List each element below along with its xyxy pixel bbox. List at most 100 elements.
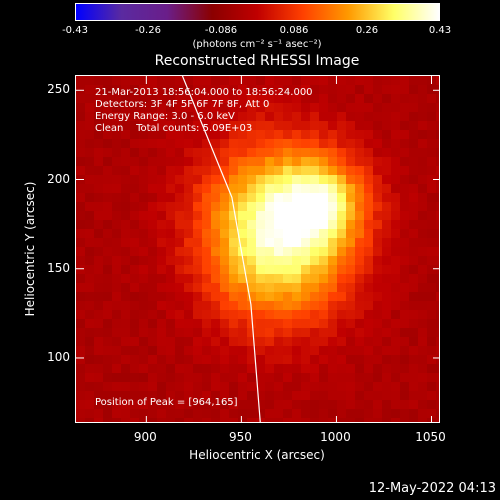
heatmap-cell xyxy=(337,319,346,328)
heatmap-cell xyxy=(166,202,175,211)
heatmap-cell xyxy=(238,373,247,382)
heatmap-cell xyxy=(229,220,238,229)
heatmap-cell xyxy=(274,355,283,364)
heatmap-cell xyxy=(364,202,373,211)
heatmap-cell xyxy=(400,175,409,184)
heatmap-cell xyxy=(346,355,355,364)
heatmap-cell xyxy=(292,301,301,310)
heatmap-cell xyxy=(256,373,265,382)
heatmap-cell xyxy=(310,346,319,355)
heatmap-cell xyxy=(184,130,193,139)
heatmap-cell xyxy=(427,319,436,328)
heatmap-cell xyxy=(364,409,373,418)
heatmap-cell xyxy=(274,202,283,211)
heatmap-cell xyxy=(184,238,193,247)
heatmap-cell xyxy=(85,103,94,112)
heatmap-cell xyxy=(436,157,439,166)
heatmap-cell xyxy=(292,373,301,382)
heatmap-cell xyxy=(337,364,346,373)
heatmap-cell xyxy=(220,193,229,202)
heatmap-cell xyxy=(337,400,346,409)
heatmap-cell xyxy=(76,202,85,211)
heatmap-cell xyxy=(409,229,418,238)
heatmap-cell xyxy=(427,256,436,265)
heatmap-cell xyxy=(373,337,382,346)
heatmap-cell xyxy=(130,148,139,157)
colorbar-units: (photons cm⁻² s⁻¹ asec⁻²) xyxy=(192,39,322,50)
heatmap-cell xyxy=(193,247,202,256)
heatmap-cell xyxy=(220,220,229,229)
heatmap-cell xyxy=(328,247,337,256)
heatmap-cell xyxy=(265,229,274,238)
heatmap-cell xyxy=(346,76,355,85)
heatmap-cell xyxy=(238,211,247,220)
heatmap-cell xyxy=(85,364,94,373)
heatmap-cell xyxy=(283,382,292,391)
heatmap-cell xyxy=(103,166,112,175)
heatmap-cell xyxy=(148,103,157,112)
heatmap-cell xyxy=(85,337,94,346)
heatmap-cell xyxy=(121,85,130,94)
heatmap-cell xyxy=(400,337,409,346)
heatmap-cell xyxy=(94,85,103,94)
heatmap-cell xyxy=(103,409,112,418)
heatmap-cell xyxy=(391,373,400,382)
heatmap-cell xyxy=(310,193,319,202)
heatmap-cell xyxy=(391,130,400,139)
heatmap-cell xyxy=(166,328,175,337)
heatmap-cell xyxy=(364,175,373,184)
heatmap-cell xyxy=(328,274,337,283)
heatmap-cell xyxy=(265,94,274,103)
heatmap-cell xyxy=(94,148,103,157)
heatmap-cell xyxy=(85,373,94,382)
heatmap-cell xyxy=(319,337,328,346)
heatmap-cell xyxy=(409,256,418,265)
heatmap-cell xyxy=(211,373,220,382)
heatmap-cell xyxy=(391,409,400,418)
heatmap-cell xyxy=(364,130,373,139)
heatmap-cell xyxy=(319,94,328,103)
heatmap-cell xyxy=(283,418,292,422)
heatmap-cell xyxy=(130,301,139,310)
heatmap-cell xyxy=(202,157,211,166)
heatmap-cell xyxy=(175,166,184,175)
heatmap-cell xyxy=(256,175,265,184)
heatmap-cell xyxy=(94,76,103,85)
heatmap-cell xyxy=(157,130,166,139)
heatmap-cell xyxy=(130,193,139,202)
heatmap-cell xyxy=(175,346,184,355)
heatmap-cell xyxy=(301,364,310,373)
heatmap-cell xyxy=(436,364,439,373)
heatmap-cell xyxy=(202,247,211,256)
heatmap-cell xyxy=(238,103,247,112)
heatmap-cell xyxy=(166,355,175,364)
heatmap-cell xyxy=(94,337,103,346)
heatmap-cell xyxy=(229,319,238,328)
heatmap-cell xyxy=(157,337,166,346)
heatmap-cell xyxy=(103,355,112,364)
heatmap-cell xyxy=(211,310,220,319)
heatmap-cell xyxy=(400,400,409,409)
heatmap-cell xyxy=(373,283,382,292)
heatmap-cell xyxy=(157,301,166,310)
heatmap-cell xyxy=(418,256,427,265)
heatmap-cell xyxy=(400,76,409,85)
heatmap-cell xyxy=(229,76,238,85)
heatmap-cell xyxy=(238,238,247,247)
heatmap-cell xyxy=(337,301,346,310)
heatmap-cell xyxy=(409,220,418,229)
heatmap-cell xyxy=(373,121,382,130)
heatmap-cell xyxy=(283,301,292,310)
heatmap-cell xyxy=(265,139,274,148)
heatmap-cell xyxy=(355,85,364,94)
heatmap-cell xyxy=(328,193,337,202)
heatmap-cell xyxy=(337,103,346,112)
heatmap-cell xyxy=(409,130,418,139)
heatmap-cell xyxy=(409,301,418,310)
heatmap-cell xyxy=(436,346,439,355)
heatmap-cell xyxy=(166,409,175,418)
heatmap-cell xyxy=(202,85,211,94)
heatmap-cell xyxy=(247,94,256,103)
heatmap-cell xyxy=(337,202,346,211)
heatmap-cell xyxy=(382,112,391,121)
